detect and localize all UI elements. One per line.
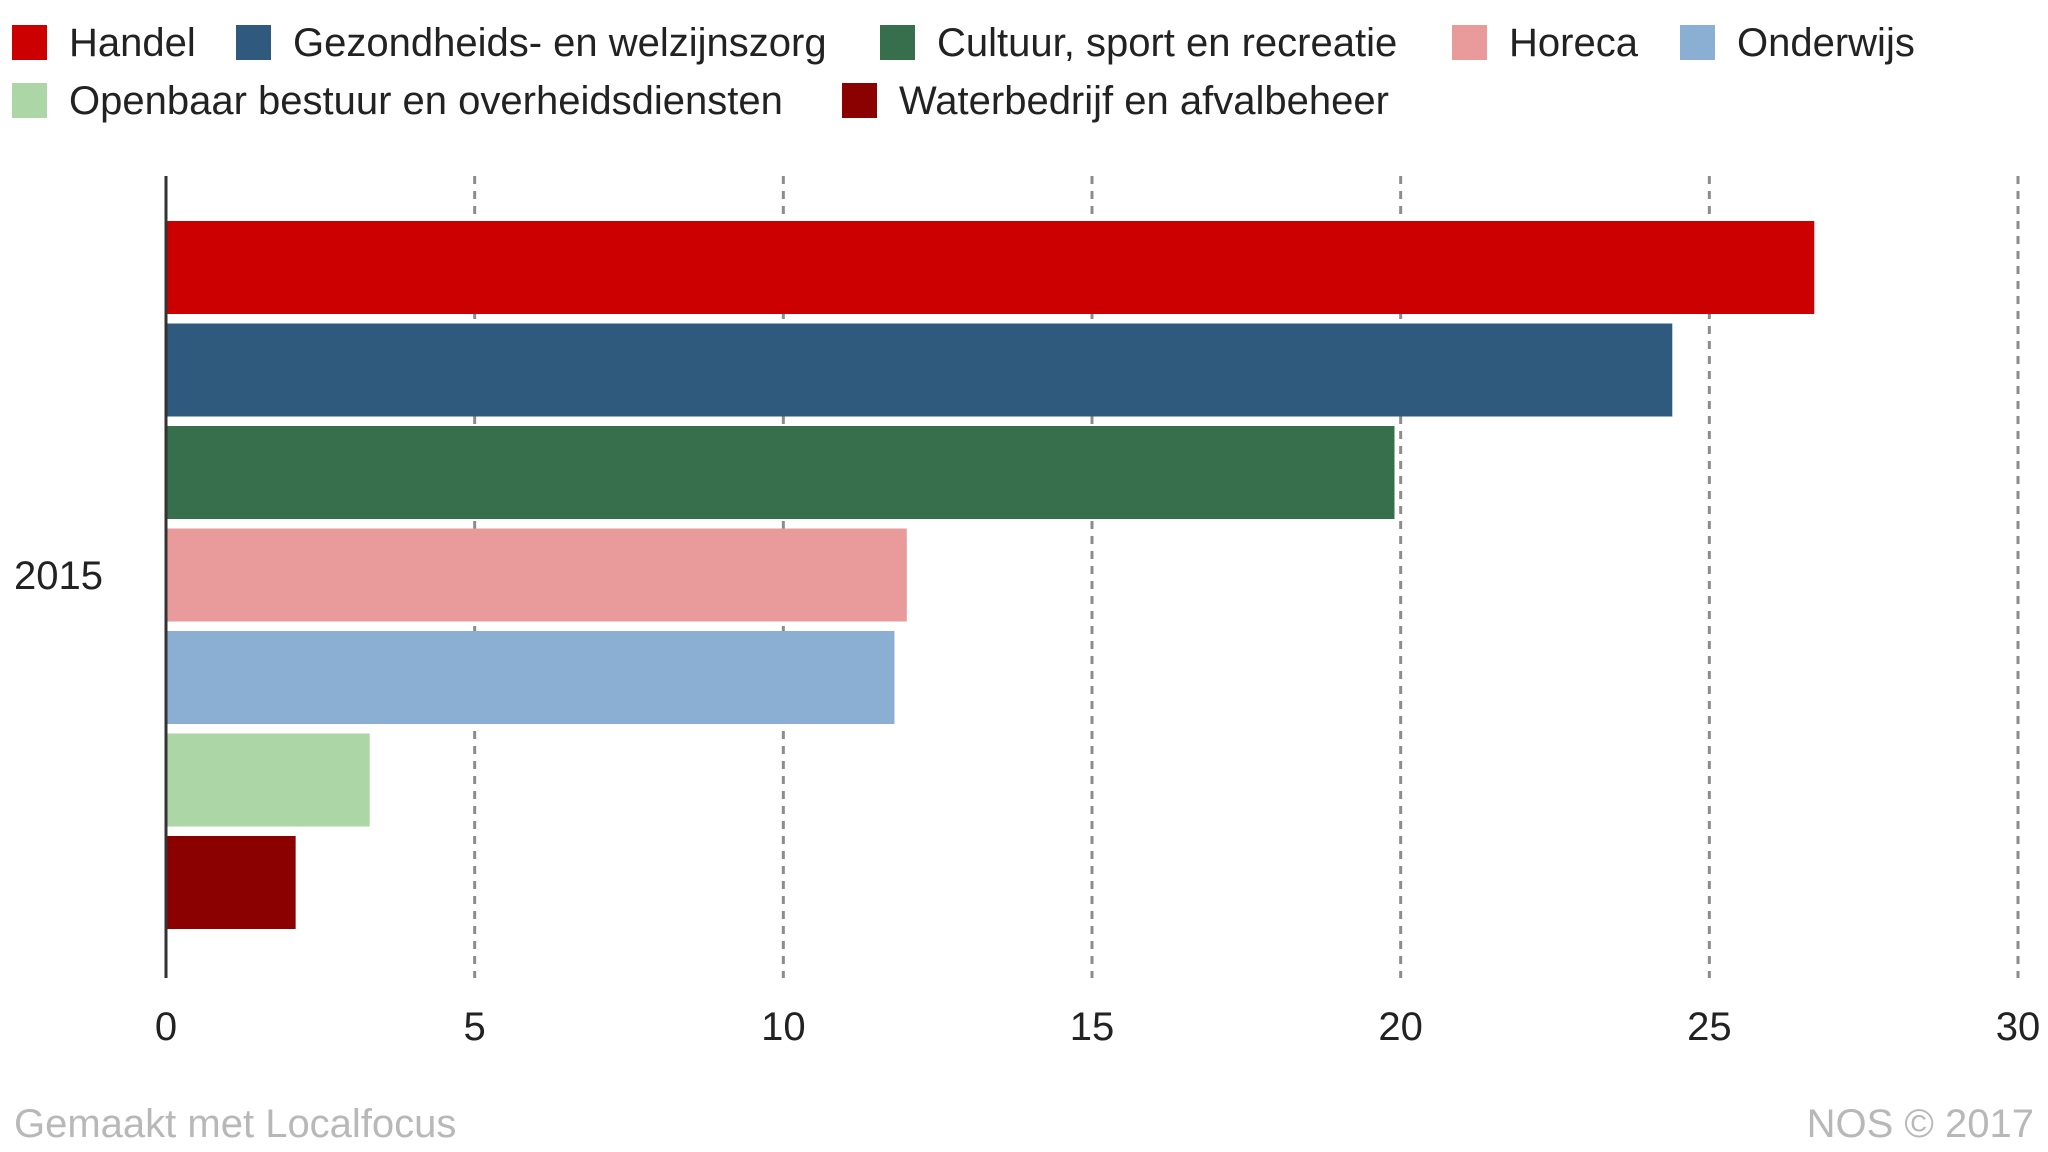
legend-swatch-6 xyxy=(842,83,877,118)
x-tick-label-30: 30 xyxy=(1996,1005,2041,1049)
legend-swatch-2 xyxy=(880,25,915,60)
x-tick-label-5: 5 xyxy=(464,1005,486,1049)
chart-axis: 0 5 10 15 20 25 30 2015 xyxy=(14,176,2040,1049)
x-tick-label-10: 10 xyxy=(761,1005,806,1049)
legend-label-6: Waterbedrijf en afvalbeheer xyxy=(899,79,1389,123)
x-tick-label-0: 0 xyxy=(155,1005,177,1049)
category-label-2015: 2015 xyxy=(14,554,103,598)
bar-0 xyxy=(166,221,1815,314)
legend-swatch-3 xyxy=(1452,25,1487,60)
legend-label-3: Horeca xyxy=(1509,21,1639,65)
bar-2 xyxy=(166,426,1395,519)
legend-swatch-5 xyxy=(12,83,47,118)
x-tick-label-15: 15 xyxy=(1070,1005,1115,1049)
bar-3 xyxy=(166,528,907,622)
x-tick-label-20: 20 xyxy=(1378,1005,1423,1049)
legend-swatch-0 xyxy=(12,25,47,60)
legend-label-4: Onderwijs xyxy=(1737,21,1915,65)
footer-copyright: NOS © 2017 xyxy=(1806,1102,2034,1146)
legend-swatch-1 xyxy=(236,25,271,60)
legend-swatch-4 xyxy=(1680,25,1715,60)
legend-label-0: Handel xyxy=(69,21,196,65)
bar-5 xyxy=(166,733,370,827)
chart-bars xyxy=(166,221,1815,929)
legend-label-5: Openbaar bestuur en overheidsdiensten xyxy=(69,79,783,123)
footer-credit: Gemaakt met Localfocus xyxy=(14,1102,457,1146)
bar-1 xyxy=(166,323,1673,417)
bar-4 xyxy=(166,631,895,724)
x-tick-label-25: 25 xyxy=(1687,1005,1732,1049)
legend-label-2: Cultuur, sport en recreatie xyxy=(937,21,1397,65)
bar-6 xyxy=(166,836,296,929)
legend-label-1: Gezondheids- en welzijnszorg xyxy=(293,21,827,65)
chart-legend: Handel Gezondheids- en welzijnszorg Cultuu… xyxy=(12,21,1915,123)
